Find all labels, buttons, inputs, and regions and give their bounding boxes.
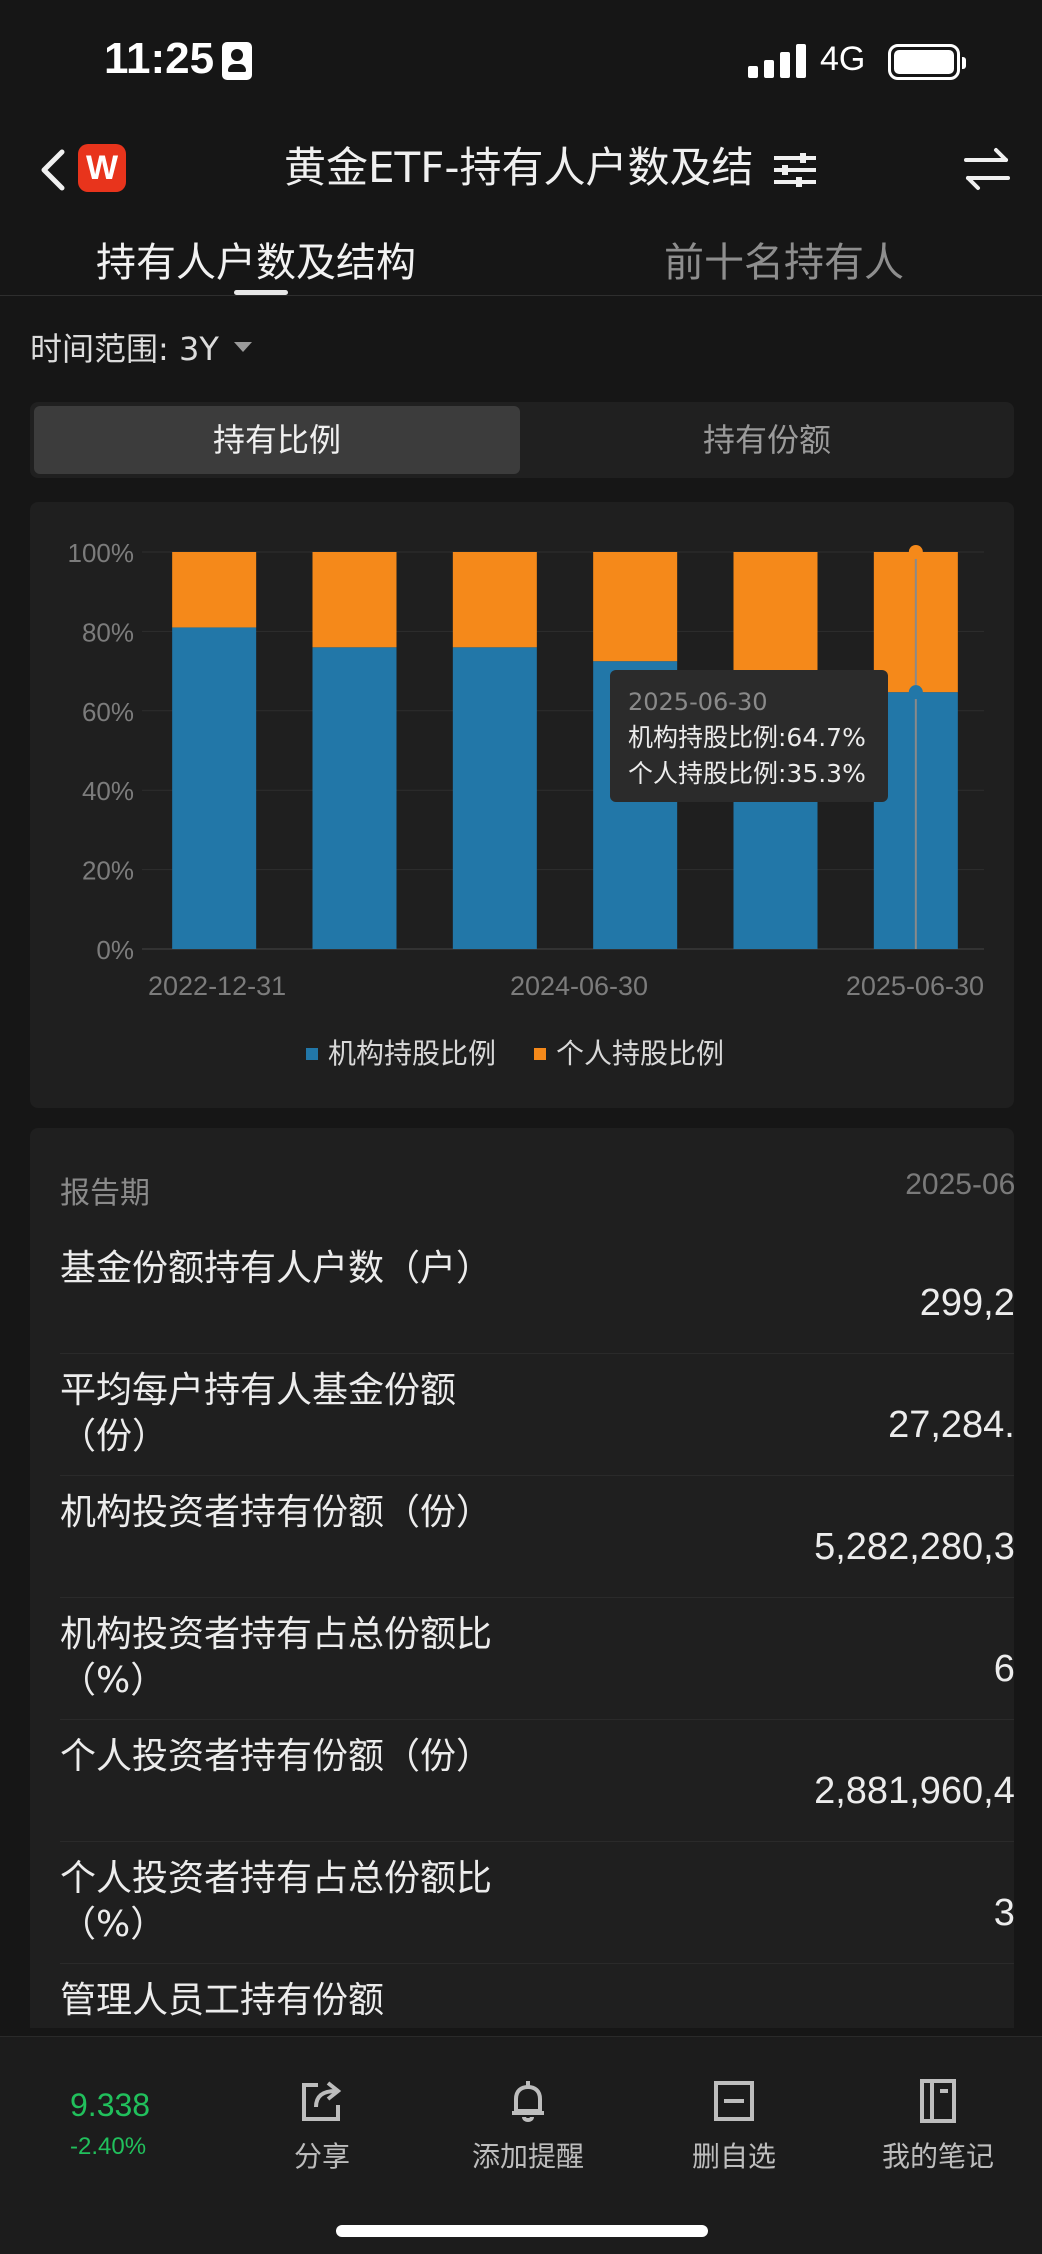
bell-icon: [512, 2081, 544, 2122]
table-row: 平均每户持有人基金份额（份） 27,284.9: [60, 1354, 1014, 1476]
tab-active-indicator: [234, 290, 288, 295]
table-header-period[interactable]: 2025-06-3: [905, 1168, 1014, 1201]
chart-card: 0% 20% 40% 60% 80% 100% 2022-12-31 2024-06-30 20…: [30, 502, 1014, 1108]
tab-bar: 持有人户数及结构 前十名持有人: [0, 220, 1042, 296]
x-tick-label: 2022-12-31: [148, 971, 286, 1001]
table-row: 个人投资者持有占总份额比（%） 35: [60, 1842, 1014, 1964]
tab-holder-structure[interactable]: 持有人户数及结构: [96, 240, 416, 286]
fund-price: 9.338: [70, 2087, 151, 2123]
share-label: 分享: [293, 2140, 350, 2173]
fund-change: -2.40%: [70, 2133, 147, 2160]
y-tick-label: 100%: [68, 538, 135, 568]
chevron-down-icon[interactable]: [234, 342, 252, 352]
tooltip-date: 2025-06-30: [628, 688, 768, 716]
page-title: 黄金ETF-持有人户数及结构: [284, 143, 754, 192]
app-logo: W: [78, 144, 126, 192]
battery-icon: [888, 44, 966, 80]
y-tick-label: 60%: [82, 697, 134, 727]
legend-swatch-individual: [534, 1048, 546, 1060]
crosshair-dot-institution: [908, 685, 923, 700]
share-icon: [302, 2081, 342, 2121]
status-time: 11:25: [104, 34, 215, 83]
table-row: 机构投资者持有占总份额比（%） 64: [60, 1598, 1014, 1720]
chart-tooltip: 2025-06-30 机构持股比例:64.7% 个人持股比例:35.3%: [610, 670, 888, 802]
back-arrow-icon[interactable]: [36, 148, 72, 192]
segment-holding-ratio[interactable]: 持有比例: [34, 406, 520, 474]
nav-bar: W 黄金ETF-持有人户数及结构: [0, 120, 1042, 220]
row-label: 机构投资者持有份额（份）: [60, 1492, 493, 1533]
tooltip-line-individual: 个人持股比例:35.3%: [628, 759, 866, 788]
tab-top-ten-holders[interactable]: 前十名持有人: [664, 240, 904, 286]
home-indicator: [336, 2225, 708, 2237]
bar-institution: [172, 627, 257, 949]
holder-table: 报告期 2025-06-3 基金份额持有人户数（户） 299,22 平均每户持有…: [30, 1128, 1014, 2028]
legend-swatch-institution: [306, 1048, 318, 1060]
remove-watchlist-label: 删自选: [691, 2140, 776, 2173]
bar-individual: [452, 552, 537, 648]
row-label: 机构投资者持有占总份额比（%）: [60, 1614, 493, 1701]
share-button[interactable]: 分享: [232, 2077, 412, 2187]
y-tick-label: 40%: [82, 776, 134, 806]
swap-icon[interactable]: [962, 146, 1012, 192]
legend-label-individual[interactable]: 个人持股比例: [556, 1037, 725, 1070]
status-bar: 11:25 4G: [0, 0, 1042, 120]
row-value: 27,284.9: [888, 1404, 1014, 1446]
bar-individual: [312, 552, 397, 648]
row-value: 35: [993, 1892, 1014, 1934]
chart-legend: 机构持股比例 个人持股比例: [30, 1034, 1014, 1074]
y-tick-label: 80%: [82, 617, 134, 647]
row-label: 管理人员工持有份额: [60, 1980, 385, 2021]
stacked-bar-chart[interactable]: 0% 20% 40% 60% 80% 100% 2022-12-31 2024-06-30 20…: [30, 502, 1014, 1032]
row-label: 个人投资者持有份额（份）: [60, 1736, 493, 1777]
row-value: 2,881,960,44: [814, 1770, 1014, 1812]
table-row: 管理人员工持有份额: [60, 1964, 1014, 2028]
y-tick-label: 0%: [96, 935, 134, 965]
x-tick-label: 2025-06-30: [846, 971, 984, 1001]
filter-icon[interactable]: [770, 150, 820, 190]
legend-label-institution[interactable]: 机构持股比例: [328, 1037, 497, 1070]
bar-individual: [172, 552, 257, 628]
row-value: 5,282,280,39: [814, 1526, 1014, 1568]
crosshair-dot-individual: [908, 545, 923, 559]
y-tick-label: 20%: [82, 856, 134, 886]
row-label: 平均每户持有人基金份额（份）: [60, 1370, 457, 1457]
remove-watchlist-button[interactable]: 删自选: [644, 2077, 824, 2187]
time-range-selector[interactable]: 时间范围: 3Y: [30, 330, 219, 368]
remove-watchlist-icon: [714, 2081, 754, 2121]
add-alert-label: 添加提醒: [471, 2140, 584, 2173]
x-tick-label: 2024-06-30: [510, 971, 648, 1001]
row-value: 64: [993, 1648, 1014, 1690]
bar-institution: [452, 647, 537, 949]
segment-holding-shares[interactable]: 持有份额: [702, 421, 831, 459]
my-notes-button[interactable]: 我的笔记: [848, 2077, 1028, 2187]
row-label: 基金份额持有人户数（户）: [60, 1248, 493, 1289]
row-value: 299,22: [919, 1282, 1014, 1324]
table-row: 基金份额持有人户数（户） 299,22: [60, 1232, 1014, 1354]
contact-icon: [222, 42, 252, 80]
table-row: 个人投资者持有份额（份） 2,881,960,44: [60, 1720, 1014, 1842]
table-row: 机构投资者持有份额（份） 5,282,280,39: [60, 1476, 1014, 1598]
bar-institution: [312, 647, 397, 949]
signal-icon: [748, 44, 806, 78]
tooltip-line-institution: 机构持股比例:64.7%: [628, 723, 866, 752]
my-notes-label: 我的笔记: [881, 2140, 994, 2173]
bottom-action-bar: 9.338 -2.40% 分享 添加提醒 删自选 我的笔记: [0, 2036, 1042, 2254]
table-header-label: 报告期: [60, 1176, 150, 1211]
segmented-control: 持有比例 持有份额: [30, 402, 1014, 478]
network-type: 4G: [820, 40, 866, 78]
notebook-icon: [920, 2079, 956, 2123]
add-alert-button[interactable]: 添加提醒: [438, 2077, 618, 2187]
bar-individual: [733, 552, 818, 676]
bar-individual: [593, 552, 678, 662]
row-label: 个人投资者持有占总份额比（%）: [60, 1858, 493, 1945]
